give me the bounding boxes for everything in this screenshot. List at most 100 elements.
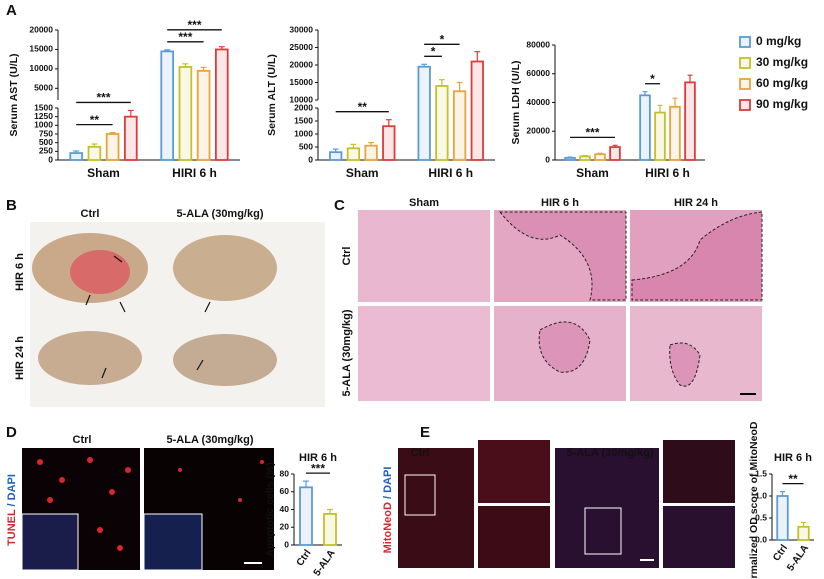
significance-label: * bbox=[650, 72, 655, 86]
column-label: HIR 6 h bbox=[541, 197, 579, 209]
y-tick-label: 750 bbox=[39, 128, 53, 138]
panel-label: E bbox=[420, 424, 430, 441]
bar bbox=[323, 513, 337, 546]
y-tick-label: 1250 bbox=[34, 111, 53, 121]
stain-name: / DAPI bbox=[6, 474, 18, 506]
panel-label: D bbox=[6, 424, 17, 441]
bar bbox=[417, 65, 431, 161]
x-tick-label: Sham bbox=[576, 166, 609, 180]
bar bbox=[299, 486, 313, 546]
y-axis-label: Serum AST (U/L) bbox=[8, 53, 20, 136]
legend-swatch bbox=[739, 99, 751, 111]
bar bbox=[639, 94, 651, 161]
y-tick-label: 1.0 bbox=[755, 490, 767, 500]
x-tick-label: Ctrl bbox=[771, 543, 790, 564]
y-tick-label: 500 bbox=[299, 141, 313, 151]
bar bbox=[579, 155, 591, 161]
stain-name: MitoNeoD bbox=[382, 502, 394, 553]
legend-swatch bbox=[739, 57, 751, 69]
bar bbox=[196, 69, 211, 161]
bar bbox=[214, 48, 229, 161]
stain-name: TUNEL bbox=[6, 509, 18, 546]
bar bbox=[669, 105, 681, 161]
row-label: HIR 24 h bbox=[14, 336, 26, 380]
y-tick-label: 20 bbox=[280, 522, 290, 532]
y-tick-label: 20000 bbox=[289, 59, 313, 69]
y-tick-label: 500 bbox=[39, 137, 53, 147]
x-tick-label: HIRI 6 h bbox=[645, 166, 690, 180]
y-tick-label: 0 bbox=[545, 154, 550, 164]
y-tick-label: 40000 bbox=[526, 97, 550, 107]
bar bbox=[564, 156, 576, 161]
panel-label: A bbox=[6, 2, 17, 19]
x-tick-label: Sham bbox=[87, 166, 120, 180]
x-tick-label: Ctrl bbox=[295, 548, 314, 569]
y-tick-label: 2000 bbox=[294, 102, 313, 112]
y-tick-label: 1000 bbox=[294, 128, 313, 138]
column-label: 5-ALA (30mg/kg) bbox=[567, 447, 654, 459]
x-tick-label: HIRI 6 h bbox=[172, 166, 217, 180]
y-tick-label: 30000 bbox=[289, 24, 313, 34]
bar bbox=[69, 152, 84, 161]
significance-label: *** bbox=[585, 126, 599, 140]
significance-label: * bbox=[440, 32, 445, 46]
significance-label: ** bbox=[90, 113, 100, 127]
bar bbox=[364, 144, 378, 161]
y-tick-label: 80 bbox=[280, 468, 290, 478]
y-tick-label: 1500 bbox=[34, 102, 53, 112]
y-tick-label: 10000 bbox=[29, 63, 53, 73]
bar bbox=[452, 90, 467, 161]
y-tick-label: 0.5 bbox=[755, 512, 767, 522]
x-tick-label: 5-ALA bbox=[785, 543, 811, 573]
column-label: Ctrl bbox=[411, 447, 430, 459]
bar bbox=[797, 525, 810, 541]
bar bbox=[105, 133, 120, 161]
y-tick-label: 20000 bbox=[526, 126, 550, 136]
stain-name: / DAPI bbox=[382, 467, 394, 499]
stain-label: TUNEL / DAPI bbox=[6, 474, 18, 546]
x-tick-label: 5-ALA bbox=[312, 548, 338, 578]
legend-label: 60 mg/kg bbox=[756, 76, 808, 90]
y-tick-label: 25000 bbox=[289, 42, 313, 52]
y-tick-label: 5000 bbox=[34, 83, 53, 93]
bar bbox=[435, 85, 449, 161]
y-tick-label: 1.5 bbox=[755, 468, 767, 478]
y-tick-label: 0 bbox=[308, 154, 313, 164]
y-axis-label: Serum ALT (U/L) bbox=[266, 54, 278, 136]
bar bbox=[594, 153, 606, 161]
row-label: 5-ALA (30mg/kg) bbox=[341, 309, 353, 396]
y-tick-label: 1000 bbox=[34, 120, 53, 130]
column-label: Ctrl bbox=[73, 434, 92, 446]
tunel-images bbox=[21, 448, 274, 571]
column-label: 5-ALA (30mg/kg) bbox=[167, 434, 254, 446]
bar bbox=[160, 50, 175, 161]
y-tick-label: 0 bbox=[48, 154, 53, 164]
x-tick-label: Sham bbox=[346, 166, 379, 180]
chart-title: HIR 6 h bbox=[299, 452, 337, 464]
bar bbox=[178, 66, 193, 161]
significance-label: *** bbox=[178, 30, 192, 44]
significance-label: *** bbox=[311, 461, 325, 475]
bar bbox=[684, 81, 696, 161]
bar bbox=[123, 115, 138, 161]
significance-label: *** bbox=[187, 18, 201, 32]
bar bbox=[87, 145, 102, 161]
y-tick-label: 60 bbox=[280, 486, 290, 496]
mitoneod-images bbox=[398, 440, 735, 568]
bar bbox=[654, 111, 666, 161]
chart-title: HIR 6 h bbox=[774, 452, 812, 464]
y-tick-label: 80000 bbox=[526, 39, 550, 49]
y-axis-label: Normalized OD score of MitoNeoD bbox=[748, 421, 760, 579]
legend-swatch bbox=[739, 78, 751, 90]
bar bbox=[382, 125, 396, 161]
legend-swatch bbox=[739, 36, 751, 48]
bar bbox=[329, 151, 343, 161]
significance-label: ** bbox=[358, 100, 368, 114]
y-tick-label: 40 bbox=[280, 504, 290, 514]
legend-label: 90 mg/kg bbox=[756, 97, 808, 111]
bar bbox=[776, 495, 789, 541]
y-tick-label: 1500 bbox=[294, 115, 313, 125]
y-axis-label: Apoptotic cells (%) bbox=[264, 462, 276, 557]
x-tick-label: HIRI 6 h bbox=[428, 166, 473, 180]
significance-label: ** bbox=[788, 472, 798, 486]
